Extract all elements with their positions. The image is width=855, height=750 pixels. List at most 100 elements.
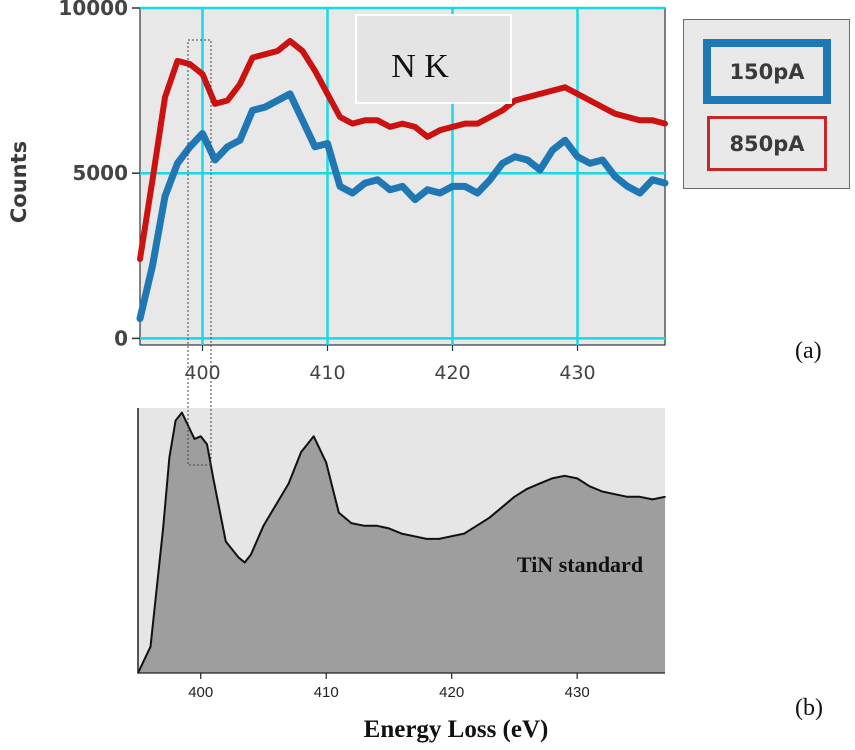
data-point-850pa [600, 104, 605, 110]
data-point-850pa [612, 111, 618, 116]
standard-point [181, 411, 183, 414]
data-point-850pa [300, 48, 305, 54]
standard-point [588, 485, 591, 488]
panel-a-ytick-label: 5000 [72, 161, 128, 185]
data-point-850pa [650, 118, 655, 123]
panel-b: 400 410 420 430 TiN standard Energy Loss (e… [137, 408, 666, 743]
standard-point [488, 517, 491, 519]
data-point-150pa [475, 190, 480, 196]
data-point-850pa [150, 177, 155, 183]
data-point-850pa [137, 256, 143, 262]
data-point-850pa [312, 68, 318, 73]
panel-b-xlabel: Energy Loss (eV) [364, 716, 549, 743]
panel-a-xtick-label: 420 [434, 362, 470, 384]
standard-point [614, 493, 616, 495]
legend-item-150pa: 150pA [703, 39, 831, 104]
standard-point [413, 535, 415, 538]
standard-point [162, 527, 164, 530]
data-point-150pa [462, 184, 468, 189]
standard-point [168, 456, 171, 459]
data-point-150pa [375, 177, 380, 183]
data-point-850pa [637, 118, 643, 123]
data-point-150pa [162, 194, 168, 199]
panel-b-xtick-label: 400 [188, 684, 213, 701]
standard-point [576, 477, 578, 480]
data-point-850pa [200, 71, 205, 77]
data-point-850pa [625, 114, 630, 120]
data-point-150pa [350, 190, 355, 196]
data-point-150pa [250, 108, 255, 113]
data-point-850pa [562, 85, 568, 90]
standard-point [601, 490, 604, 493]
data-point-850pa [475, 121, 480, 126]
data-point-850pa [387, 124, 393, 130]
data-point-150pa [200, 131, 205, 136]
data-point-850pa [537, 91, 543, 97]
data-point-850pa [175, 58, 180, 64]
standard-point [513, 495, 516, 498]
standard-point [438, 538, 440, 540]
data-point-150pa [212, 157, 218, 163]
data-point-850pa [662, 121, 668, 126]
panel-a-series [136, 38, 669, 323]
panel-a-ylabel: Counts [7, 141, 31, 223]
data-point-850pa [462, 121, 468, 126]
data-point-150pa [137, 316, 143, 321]
data-point-150pa [225, 144, 230, 149]
panel-b-label: (b) [795, 695, 823, 721]
standard-point [243, 561, 246, 564]
standard-point [551, 477, 553, 480]
data-point-850pa [325, 91, 330, 97]
data-point-150pa [237, 137, 243, 143]
data-point-150pa [550, 147, 555, 153]
standard-point [237, 556, 240, 559]
standard-point [337, 511, 340, 514]
standard-point [626, 495, 629, 498]
data-point-150pa [175, 161, 180, 166]
data-point-150pa [512, 154, 518, 159]
data-point-150pa [575, 154, 580, 159]
standard-point [563, 474, 566, 477]
panel-b-xtick-label: 410 [314, 684, 339, 701]
data-point-850pa [437, 128, 443, 133]
data-point-850pa [212, 101, 218, 107]
standard-point [262, 524, 265, 527]
panel-a-ytick-label: 0 [114, 326, 128, 350]
data-point-150pa [400, 184, 405, 189]
data-point-150pa [412, 197, 418, 202]
data-point-150pa [637, 190, 643, 196]
data-point-150pa [275, 98, 280, 103]
data-point-150pa [187, 144, 193, 149]
data-point-150pa [600, 157, 605, 163]
data-point-850pa [500, 108, 505, 113]
standard-point [664, 495, 666, 498]
data-point-150pa [662, 180, 668, 186]
data-point-150pa [287, 91, 293, 97]
data-point-150pa [625, 184, 630, 189]
standard-point [325, 461, 328, 464]
data-point-850pa [337, 114, 343, 120]
standard-point [375, 524, 378, 527]
data-point-150pa [587, 161, 593, 166]
data-point-850pa [525, 95, 530, 100]
data-point-150pa [425, 187, 430, 192]
data-point-850pa [275, 48, 280, 54]
panel-a-title-box [355, 14, 512, 104]
standard-point [149, 645, 152, 648]
data-point-150pa [362, 180, 368, 186]
standard-point [250, 553, 252, 556]
data-point-150pa [387, 187, 393, 192]
panel-b-annotation: TiN standard [517, 552, 643, 577]
data-point-850pa [187, 61, 193, 67]
panel-b-series [137, 411, 666, 674]
standard-point [475, 524, 478, 527]
data-point-150pa [500, 161, 505, 166]
data-point-850pa [587, 98, 593, 103]
standard-point [225, 540, 227, 543]
data-point-150pa [487, 177, 493, 183]
panel-b-xtick-label: 420 [439, 684, 464, 701]
standard-point [300, 451, 302, 453]
standard-point [425, 538, 428, 540]
standard-point [350, 522, 353, 524]
data-point-850pa [237, 81, 243, 87]
